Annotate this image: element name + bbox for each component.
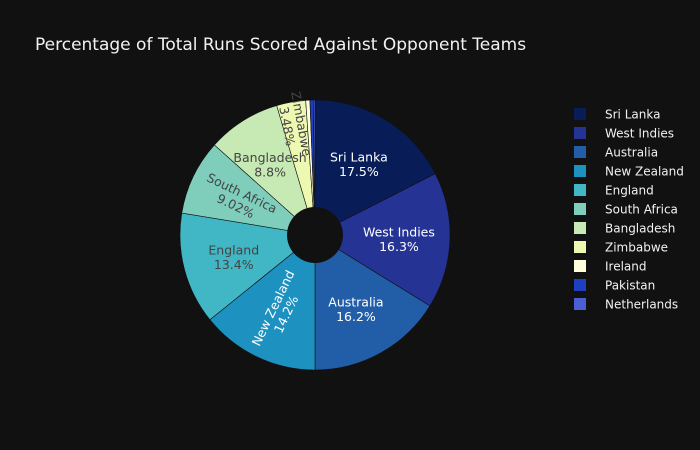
- slice-labels: Sri Lanka 17.5% West Indies 16.3% Australia 1…: [205, 90, 435, 348]
- pie-slice-sri-lanka[interactable]: [314, 99, 436, 236]
- slice-label-west-indies: West Indies 16.3%: [363, 225, 435, 254]
- legend-label[interactable]: New Zealand: [605, 165, 684, 179]
- slice-label-sri-lanka: Sri Lanka 17.5%: [330, 150, 388, 179]
- slice-label-bangladesh: Bangladesh 8.8%: [233, 150, 306, 179]
- pie-slice-england[interactable]: [179, 212, 316, 321]
- legend-label[interactable]: West Indies: [605, 127, 674, 141]
- pie-slice-netherlands[interactable]: [313, 99, 316, 236]
- legend-label[interactable]: Zimbabwe: [605, 241, 668, 255]
- legend-swatch[interactable]: [574, 146, 586, 158]
- legend-label[interactable]: Netherlands: [605, 298, 678, 312]
- legend-label[interactable]: England: [605, 184, 654, 198]
- legend-label[interactable]: Sri Lanka: [605, 108, 660, 122]
- chart-title: Percentage of Total Runs Scored Against …: [35, 35, 526, 55]
- slice-label-england: England 13.4%: [208, 243, 259, 272]
- legend: Sri Lanka West Indies Australia New Zealand…: [574, 108, 684, 312]
- legend-swatch[interactable]: [574, 241, 586, 253]
- pie-slices: [179, 99, 451, 371]
- pie-hole: [287, 207, 343, 263]
- legend-label[interactable]: Bangladesh: [605, 222, 675, 236]
- legend-swatch[interactable]: [574, 222, 586, 234]
- legend-swatch[interactable]: [574, 279, 586, 291]
- slice-label-australia: Australia 16.2%: [328, 294, 383, 323]
- donut-hole: [287, 207, 343, 263]
- legend-swatch[interactable]: [574, 127, 586, 139]
- legend-label[interactable]: South Africa: [605, 203, 678, 217]
- legend-swatch[interactable]: [574, 184, 586, 196]
- legend-swatch[interactable]: [574, 165, 586, 177]
- legend-label[interactable]: Pakistan: [605, 279, 655, 293]
- legend-swatch[interactable]: [574, 260, 586, 272]
- legend-swatch[interactable]: [574, 108, 586, 120]
- pie-slice-west-indies[interactable]: [314, 173, 451, 307]
- legend-label[interactable]: Ireland: [605, 260, 647, 274]
- legend-swatch[interactable]: [574, 203, 586, 215]
- legend-label[interactable]: Australia: [605, 146, 658, 160]
- legend-swatch[interactable]: [574, 298, 586, 310]
- pie-slice-new-zealand[interactable]: [209, 234, 316, 371]
- pie-slice-australia[interactable]: [314, 234, 431, 371]
